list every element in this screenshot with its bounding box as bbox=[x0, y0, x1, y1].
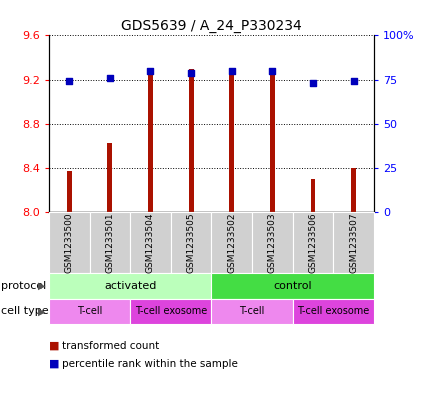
Bar bbox=[148, 71, 153, 212]
Point bbox=[350, 78, 357, 84]
Point bbox=[66, 78, 73, 84]
Point bbox=[147, 68, 154, 74]
Text: ■: ■ bbox=[49, 358, 60, 369]
Text: T-cell: T-cell bbox=[239, 307, 265, 316]
Bar bbox=[351, 168, 356, 212]
Point bbox=[228, 68, 235, 74]
Title: GDS5639 / A_24_P330234: GDS5639 / A_24_P330234 bbox=[121, 19, 302, 33]
Point bbox=[188, 69, 195, 75]
Point bbox=[106, 75, 113, 81]
Text: T-cell exosome: T-cell exosome bbox=[135, 307, 207, 316]
Text: activated: activated bbox=[104, 281, 156, 291]
Point bbox=[310, 80, 317, 86]
Text: T-cell: T-cell bbox=[77, 307, 102, 316]
Text: GSM1233504: GSM1233504 bbox=[146, 213, 155, 273]
Text: ▶: ▶ bbox=[38, 281, 45, 291]
Text: transformed count: transformed count bbox=[62, 341, 159, 351]
Text: T-cell exosome: T-cell exosome bbox=[297, 307, 369, 316]
Text: protocol: protocol bbox=[1, 281, 46, 291]
Text: control: control bbox=[273, 281, 312, 291]
Bar bbox=[67, 171, 72, 212]
Text: GSM1233507: GSM1233507 bbox=[349, 212, 358, 273]
Text: percentile rank within the sample: percentile rank within the sample bbox=[62, 358, 238, 369]
Text: GSM1233506: GSM1233506 bbox=[309, 212, 317, 273]
Text: GSM1233505: GSM1233505 bbox=[187, 212, 196, 273]
Bar bbox=[311, 179, 315, 212]
Point bbox=[269, 68, 276, 74]
Text: GSM1233502: GSM1233502 bbox=[227, 213, 236, 273]
Text: GSM1233501: GSM1233501 bbox=[105, 212, 114, 273]
Text: ▶: ▶ bbox=[38, 307, 45, 316]
Bar bbox=[230, 71, 234, 212]
Bar bbox=[189, 68, 193, 212]
Text: GSM1233503: GSM1233503 bbox=[268, 212, 277, 273]
Bar bbox=[108, 143, 112, 212]
Bar bbox=[270, 71, 275, 212]
Text: GSM1233500: GSM1233500 bbox=[65, 212, 74, 273]
Text: ■: ■ bbox=[49, 341, 60, 351]
Text: cell type: cell type bbox=[1, 307, 49, 316]
